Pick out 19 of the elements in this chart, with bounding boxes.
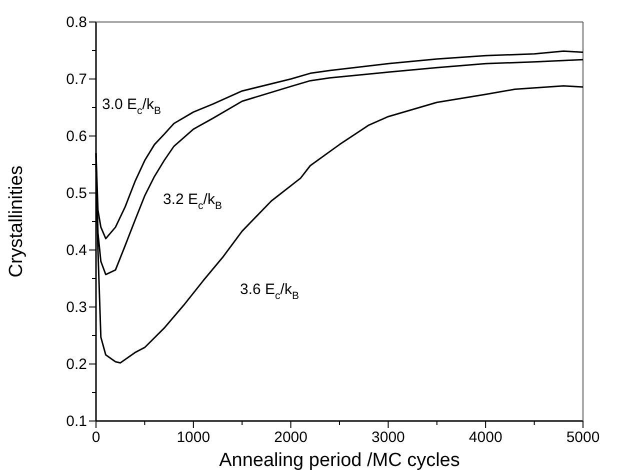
x-tick-label: 3000: [372, 429, 405, 446]
y-tick-label: 0.1: [66, 412, 87, 430]
x-tick-label: 4000: [468, 429, 502, 446]
y-tick-label: 0.5: [66, 184, 87, 202]
y-tick-label: 0.7: [66, 70, 87, 88]
x-axis-title: Annealing period /MC cycles: [219, 450, 460, 470]
annotation: 3.2 E$_{c}$/k$_{B}$: [163, 190, 222, 212]
y-tick-label: 0.4: [66, 242, 87, 259]
y-tick-label: 0.3: [66, 298, 87, 316]
y-tick-label: 0.8: [66, 14, 87, 31]
y-tick-label: 0.6: [66, 128, 87, 145]
x-tick-label: 0: [92, 429, 100, 446]
x-tick-label: 1000: [176, 429, 210, 446]
x-tick-label: 2000: [274, 429, 308, 446]
y-tick-label: 0.2: [66, 356, 87, 373]
x-tick-label: 5000: [566, 429, 600, 446]
annotation: 3.6 E$_{c}$/k$_{B}$: [240, 280, 299, 302]
annotation: 3.0 E$_{c}$/k$_{B}$: [102, 96, 161, 117]
y-axis-title: Crystallinities: [6, 166, 27, 278]
